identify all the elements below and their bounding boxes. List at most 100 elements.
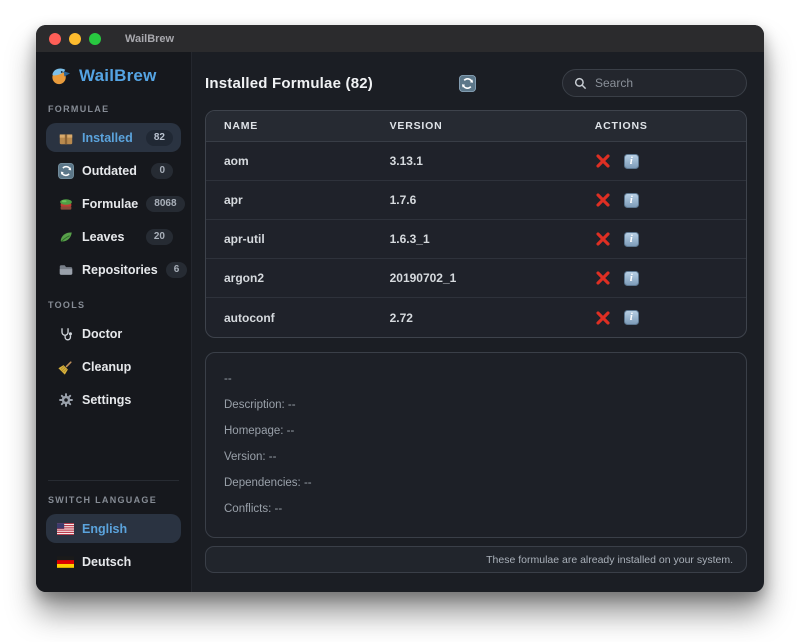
details-panel: -- Description: -- Homepage: -- Version:… — [205, 352, 747, 538]
sidebar-item-installed[interactable]: Installed 82 — [46, 123, 181, 152]
sidebar-item-language-deutsch[interactable]: Deutsch — [46, 547, 181, 576]
formula-version: 1.7.6 — [389, 193, 417, 207]
close-button[interactable] — [49, 32, 61, 45]
info-button[interactable]: i — [623, 192, 639, 208]
de-flag-icon — [57, 553, 74, 570]
uninstall-button[interactable] — [595, 192, 611, 208]
main-content: Installed Formulae (82) — [192, 52, 764, 592]
info-icon: i — [623, 153, 639, 169]
column-header-version: VERSION — [389, 120, 443, 132]
count-badge: 8068 — [146, 195, 185, 212]
leaf-icon — [57, 228, 74, 245]
sidebar-item-outdated[interactable]: Outdated 0 — [46, 156, 181, 185]
gear-icon — [57, 391, 74, 408]
detail-conflicts: Conflicts: -- — [224, 503, 283, 515]
column-header-actions: ACTIONS — [594, 120, 648, 132]
formula-name: apr — [224, 193, 243, 207]
table-row[interactable]: autoconf 2.72 i — [206, 298, 746, 337]
detail-description: Description: -- — [224, 399, 296, 411]
sidebar-item-label: Leaves — [82, 229, 125, 244]
package-icon — [57, 129, 74, 146]
section-label-formulae: FORMULAE — [48, 104, 110, 114]
sidebar-item-repositories[interactable]: Repositories 6 — [46, 255, 188, 284]
stack-icon — [57, 195, 74, 212]
sidebar-item-label: Deutsch — [82, 554, 132, 569]
broom-icon — [57, 358, 74, 375]
count-badge: 0 — [151, 162, 173, 179]
sidebar-divider — [48, 480, 179, 481]
detail-dependencies: Dependencies: -- — [224, 477, 312, 489]
section-label-language: SWITCH LANGUAGE — [48, 495, 157, 505]
sidebar-item-label: Doctor — [82, 326, 123, 341]
sidebar: WailBrew FORMULAE Installed 82 — [36, 52, 192, 592]
sidebar-item-label: English — [82, 521, 128, 536]
uninstall-button[interactable] — [595, 231, 611, 247]
window-title: WailBrew — [125, 32, 175, 45]
formulae-table: NAME VERSION ACTIONS aom 3.13.1 i apr 1.… — [205, 110, 747, 338]
info-icon: i — [623, 192, 639, 208]
folder-icon — [57, 261, 74, 278]
count-badge: 20 — [145, 228, 173, 245]
info-button[interactable]: i — [623, 270, 639, 286]
search-box — [561, 69, 747, 97]
sidebar-item-label: Outdated — [82, 163, 137, 178]
refresh-button[interactable] — [458, 74, 476, 92]
table-row[interactable]: apr-util 1.6.3_1 i — [206, 220, 746, 259]
status-bar: These formulae are already installed on … — [205, 546, 747, 573]
search-input[interactable] — [594, 76, 735, 90]
sidebar-item-settings[interactable]: Settings — [46, 385, 181, 414]
info-button[interactable]: i — [623, 231, 639, 247]
count-badge: 82 — [145, 129, 173, 146]
sidebar-spacer — [46, 418, 181, 472]
search-icon — [574, 77, 587, 90]
sidebar-item-language-english[interactable]: English — [46, 514, 181, 543]
uninstall-button[interactable] — [595, 270, 611, 286]
formula-name: autoconf — [224, 310, 275, 325]
info-button[interactable]: i — [623, 153, 639, 169]
minimize-button[interactable] — [69, 32, 81, 45]
sidebar-item-label: Settings — [82, 392, 132, 407]
sidebar-item-doctor[interactable]: Doctor — [46, 319, 181, 348]
count-badge: 6 — [165, 261, 188, 278]
uninstall-button[interactable] — [595, 153, 611, 169]
sidebar-item-leaves[interactable]: Leaves 20 — [46, 222, 181, 251]
formula-version: 2.72 — [389, 310, 413, 325]
page-title: Installed Formulae (82) — [205, 74, 373, 92]
sidebar-item-cleanup[interactable]: Cleanup — [46, 352, 181, 381]
column-header-name: NAME — [224, 120, 259, 132]
info-icon: i — [623, 310, 639, 325]
sidebar-item-formulae[interactable]: Formulae 8068 — [46, 189, 185, 218]
detail-homepage: Homepage: -- — [224, 425, 295, 437]
info-icon: i — [623, 231, 639, 247]
app-name: WailBrew — [79, 65, 157, 85]
table-row[interactable]: argon2 20190702_1 i — [206, 259, 746, 298]
zoom-button[interactable] — [89, 32, 101, 45]
detail-version: Version: -- — [224, 451, 277, 463]
main-header: Installed Formulae (82) — [205, 68, 747, 98]
sidebar-item-label: Repositories — [82, 262, 158, 277]
formula-version: 3.13.1 — [389, 154, 423, 168]
info-icon: i — [623, 270, 639, 286]
formula-version: 1.6.3_1 — [389, 232, 430, 246]
uninstall-button[interactable] — [595, 310, 611, 326]
stethoscope-icon — [57, 325, 74, 342]
detail-title: -- — [224, 373, 232, 385]
formula-name: argon2 — [224, 271, 265, 285]
formula-version: 20190702_1 — [389, 271, 457, 285]
section-label-tools: TOOLS — [48, 300, 86, 310]
refresh-icon — [458, 74, 476, 92]
us-flag-icon — [57, 520, 74, 537]
sidebar-item-label: Installed — [82, 130, 133, 145]
formula-name: aom — [224, 154, 249, 168]
table-row[interactable]: apr 1.7.6 i — [206, 181, 746, 220]
wailbrew-logo-icon — [50, 65, 71, 86]
table-row[interactable]: aom 3.13.1 i — [206, 142, 746, 181]
formula-name: apr-util — [224, 232, 265, 246]
status-text: These formulae are already installed on … — [486, 553, 733, 566]
sidebar-item-label: Cleanup — [82, 359, 132, 374]
table-header: NAME VERSION ACTIONS — [206, 111, 746, 142]
app-window: WailBrew WailBrew FORMULAE — [36, 25, 764, 592]
info-button[interactable]: i — [623, 310, 639, 325]
app-logo: WailBrew — [46, 65, 181, 86]
sidebar-item-label: Formulae — [82, 196, 139, 211]
